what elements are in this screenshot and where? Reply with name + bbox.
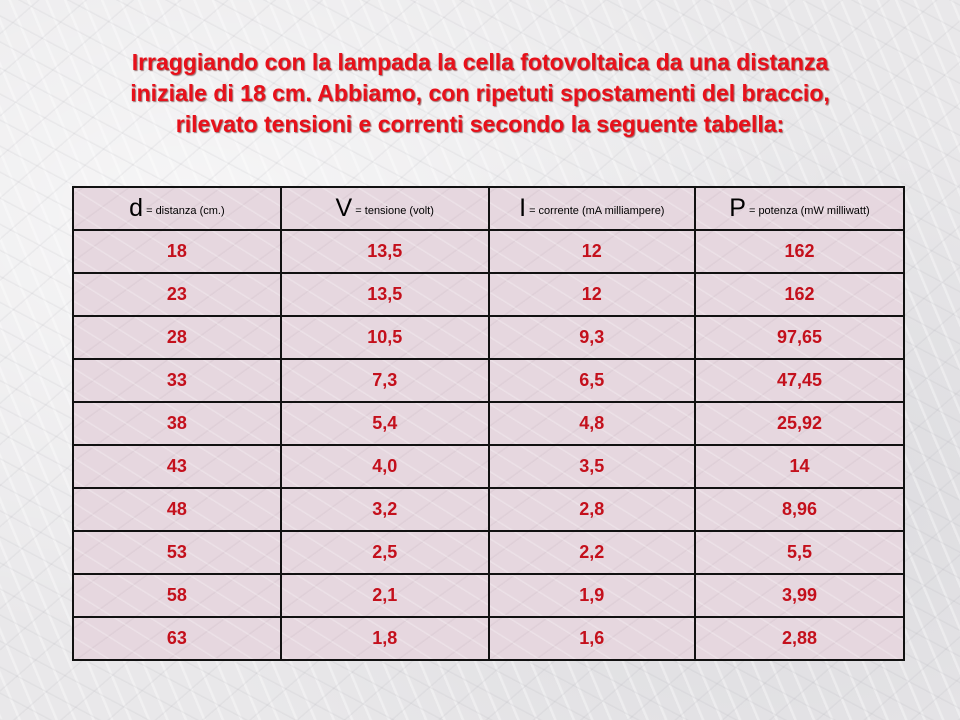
header-description: = tensione (volt) [352,205,434,217]
cell-voltage: 3,2 [279,487,490,532]
header-symbol: P [729,194,746,222]
cell-current: 1,9 [487,573,696,618]
header-description: = distanza (cm.) [143,205,225,217]
header-voltage: V = tensione (volt) [279,186,490,231]
cell-power: 5,5 [693,530,906,575]
table-row: 33 7,3 6,5 47,45 [72,358,906,403]
cell-power: 47,45 [693,358,906,403]
table-header-row: d = distanza (cm.) V = tensione (volt) I… [72,186,906,231]
table-row: 18 13,5 12 162 [72,229,906,274]
cell-distance: 33 [72,358,282,403]
cell-current: 2,2 [487,530,696,575]
cell-distance: 53 [72,530,282,575]
slide-title: Irraggiando con la lampada la cella foto… [40,47,920,140]
measurements-table: d = distanza (cm.) V = tensione (volt) I… [72,186,906,661]
cell-current: 12 [487,229,696,274]
title-line-3: rilevato tensioni e correnti secondo la … [175,111,785,137]
table-row: 38 5,4 4,8 25,92 [72,401,906,446]
table-row: 28 10,5 9,3 97,65 [72,315,906,360]
cell-current: 6,5 [487,358,696,403]
cell-voltage: 10,5 [279,315,490,360]
table-row: 53 2,5 2,2 5,5 [72,530,906,575]
cell-current: 2,8 [487,487,696,532]
cell-power: 162 [693,272,906,317]
cell-distance: 63 [72,616,282,661]
cell-power: 162 [693,229,906,274]
header-symbol: V [335,194,353,222]
header-symbol: d [129,194,144,222]
cell-voltage: 13,5 [279,229,490,274]
cell-voltage: 7,3 [279,358,490,403]
header-description: = corrente (mA milliampere) [526,205,665,217]
table-row: 23 13,5 12 162 [72,272,906,317]
header-current: I = corrente (mA milliampere) [487,186,696,231]
cell-voltage: 4,0 [279,444,490,489]
table-row: 43 4,0 3,5 14 [72,444,906,489]
cell-power: 25,92 [693,401,906,446]
cell-voltage: 2,1 [279,573,490,618]
cell-distance: 43 [72,444,282,489]
table-row: 58 2,1 1,9 3,99 [72,573,906,618]
cell-distance: 38 [72,401,282,446]
cell-distance: 28 [72,315,282,360]
table-row: 48 3,2 2,8 8,96 [72,487,906,532]
cell-voltage: 13,5 [279,272,490,317]
cell-voltage: 2,5 [279,530,490,575]
cell-power: 2,88 [693,616,906,661]
table-body: 18 13,5 12 162 23 13,5 12 162 28 10,5 9,3 97,65 33 7,… [72,229,906,661]
cell-power: 97,65 [693,315,906,360]
cell-current: 9,3 [487,315,696,360]
cell-distance: 58 [72,573,282,618]
header-power: P = potenza (mW milliwatt) [693,186,906,231]
cell-power: 8,96 [693,487,906,532]
cell-current: 4,8 [487,401,696,446]
cell-distance: 48 [72,487,282,532]
header-symbol: I [519,194,527,222]
title-line-2: iniziale di 18 cm. Abbiamo, con ripetuti… [130,80,830,106]
cell-distance: 18 [72,229,282,274]
header-description: = potenza (mW milliwatt) [745,205,870,217]
cell-voltage: 5,4 [279,401,490,446]
header-distance: d = distanza (cm.) [72,186,282,231]
cell-power: 14 [693,444,906,489]
cell-current: 3,5 [487,444,696,489]
table-row: 63 1,8 1,6 2,88 [72,616,906,661]
cell-distance: 23 [72,272,282,317]
cell-voltage: 1,8 [279,616,490,661]
cell-power: 3,99 [693,573,906,618]
title-line-1: Irraggiando con la lampada la cella foto… [131,49,829,75]
cell-current: 12 [487,272,696,317]
cell-current: 1,6 [487,616,696,661]
